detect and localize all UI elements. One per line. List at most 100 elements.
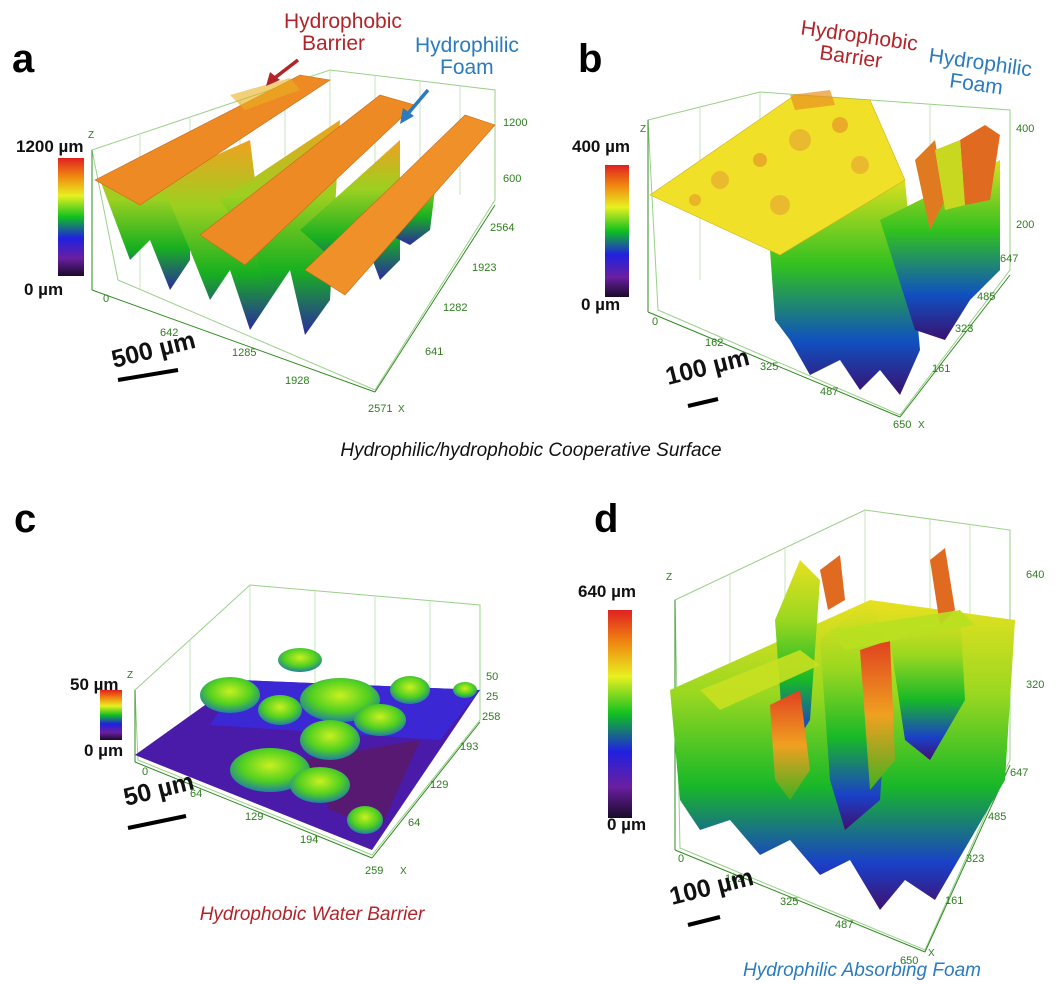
tick-label: 487: [820, 386, 838, 398]
tick-label: 162: [705, 337, 723, 349]
tick-label: 485: [977, 291, 995, 303]
panel-c-z-ticks: 25 50 Z: [127, 670, 498, 703]
panel-c-y-ticks: 64 129 193 258: [408, 711, 500, 829]
tick-label: 25: [486, 691, 498, 703]
tick-label: 0: [142, 766, 148, 778]
tick-label: 129: [430, 779, 448, 791]
axis-z-label: Z: [88, 130, 94, 141]
tick-label: 600: [503, 173, 521, 185]
tick-label: 323: [966, 853, 984, 865]
tick-label: 642: [160, 327, 178, 339]
panel-c-surface: [135, 648, 480, 850]
panel-b-barrier-label: Hydrophobic Barrier: [796, 16, 925, 78]
tick-label: 200: [1016, 219, 1034, 231]
panel-d-colorbar-top: 640 µm: [578, 582, 636, 601]
panel-d-z-ticks: 320 640 Z: [666, 569, 1044, 691]
tick-label: 162: [725, 873, 743, 885]
tick-label: 64: [408, 817, 420, 829]
tick-label: 2564: [490, 222, 514, 234]
panel-d-label: d: [594, 497, 618, 541]
panel-c-label: c: [14, 497, 36, 541]
panel-c-scale-label: 50 µm: [121, 767, 197, 811]
tick-label: 129: [245, 811, 263, 823]
tick-label: 325: [780, 896, 798, 908]
tick-label: 259: [365, 865, 383, 877]
tick-label: 2571: [368, 403, 392, 415]
tick-label: 650: [893, 419, 911, 431]
panel-d-y-ticks: 161 323 485 647: [945, 767, 1028, 907]
panel-d-surface: [670, 548, 1015, 910]
panel-a-surface: [94, 74, 496, 335]
panel-c-x-ticks: 0 64 129 194 259 X: [142, 766, 407, 877]
axis-z-label: Z: [640, 124, 646, 135]
panel-b-x-ticks: 0 162 325 487 650 X: [652, 316, 925, 431]
panel-a-label: a: [12, 37, 35, 81]
tick-label: 641: [425, 346, 443, 358]
tick-label: 1285: [232, 347, 256, 359]
panel-b-scale-bar: [687, 397, 719, 408]
tick-label: 194: [300, 834, 318, 846]
panel-b-label: b: [578, 37, 602, 81]
axis-x-label: X: [400, 866, 407, 877]
tick-label: 50: [486, 671, 498, 683]
panel-b: b 400 µm 0: [572, 16, 1039, 431]
tick-label: 325: [760, 361, 778, 373]
panel-c-axes-box: [134, 584, 481, 859]
panel-c-scale-bar: [127, 814, 187, 830]
panel-a-z-ticks: 600 1200 Z: [88, 117, 527, 185]
caption-d: Hydrophilic Absorbing Foam: [743, 960, 981, 981]
panel-a-barrier-label: Hydrophobic Barrier: [284, 10, 408, 55]
panel-c: c 50 µm: [14, 497, 500, 925]
panel-b-colorbar: [605, 165, 629, 297]
axis-z-label: Z: [666, 572, 672, 583]
tick-label: 1200: [503, 117, 527, 129]
panel-d-colorbar-bottom: 0 µm: [607, 815, 646, 834]
tick-label: 647: [1010, 767, 1028, 779]
tick-label: 0: [678, 853, 684, 865]
panel-a-barrier-arrow: [270, 58, 300, 82]
tick-label: 1282: [443, 302, 467, 314]
tick-label: 258: [482, 711, 500, 723]
panel-d-scale-label: 100 µm: [667, 863, 757, 911]
axis-x-label: X: [918, 420, 925, 431]
panel-b-foam-label: Hydrophilic Foam: [924, 44, 1039, 104]
panel-b-z-ticks: 200 400 Z: [640, 123, 1034, 231]
axis-z-label: Z: [127, 670, 133, 681]
panel-a-y-ticks: 641 1282 1923 2564: [425, 222, 514, 358]
tick-label: 485: [988, 811, 1006, 823]
panel-b-scale-label: 100 µm: [663, 343, 753, 391]
tick-label: 0: [103, 293, 109, 305]
tick-label: 650: [900, 955, 918, 967]
panel-c-colorbar-top: 50 µm: [70, 675, 119, 694]
panel-a-scale-label: 500 µm: [109, 326, 199, 374]
tick-label: 400: [1016, 123, 1034, 135]
panel-b-surface: [649, 90, 1000, 395]
panel-a-colorbar-bottom: 0 µm: [24, 280, 63, 299]
tick-label: 193: [460, 741, 478, 753]
panel-a-foam-arrow: [404, 88, 430, 118]
panel-b-y-ticks: 161 323 485 647: [932, 253, 1018, 375]
tick-label: 1923: [472, 262, 496, 274]
tick-label: 323: [955, 323, 973, 335]
tick-label: 647: [1000, 253, 1018, 265]
panel-d-x-ticks: 0 162 325 487 650 X: [678, 853, 935, 967]
panel-a-x-ticks: 0 642 1285 1928 2571 X: [103, 293, 405, 415]
panel-a: a: [12, 10, 527, 415]
tick-label: 320: [1026, 679, 1044, 691]
panel-a-foam-label: Hydrophilic Foam: [415, 34, 525, 79]
tick-label: 1928: [285, 375, 309, 387]
axis-x-label: X: [928, 948, 935, 959]
caption-c: Hydrophobic Water Barrier: [200, 904, 425, 925]
panel-a-colorbar: [58, 158, 84, 276]
tick-label: 0: [652, 316, 658, 328]
panel-c-colorbar-bottom: 0 µm: [84, 741, 123, 760]
panel-a-colorbar-top: 1200 µm: [16, 137, 83, 156]
panel-d: d 640 µm 0 µm 0: [578, 497, 1044, 981]
tick-label: 487: [835, 919, 853, 931]
axis-x-label: X: [398, 404, 405, 415]
tick-label: 161: [945, 895, 963, 907]
tick-label: 161: [932, 363, 950, 375]
tick-label: 640: [1026, 569, 1044, 581]
panel-a-scale-bar: [117, 368, 179, 382]
